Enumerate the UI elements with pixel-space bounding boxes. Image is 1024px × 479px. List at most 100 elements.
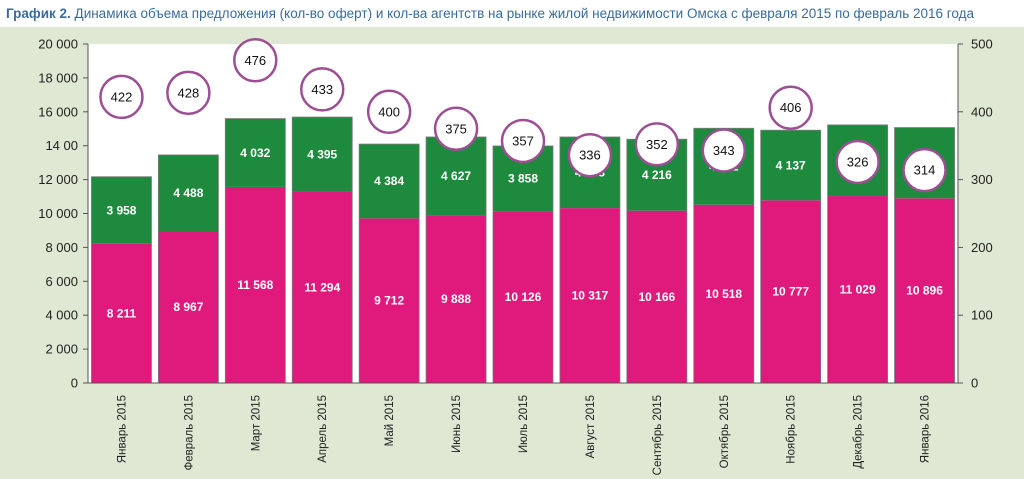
data-label-agencies: 326 bbox=[847, 154, 869, 169]
data-label-offers-bottom: 10 317 bbox=[572, 289, 609, 303]
y-left-tick-label: 10 000 bbox=[38, 206, 78, 221]
data-label-agencies: 352 bbox=[646, 137, 668, 152]
data-label-offers-bottom: 8 967 bbox=[173, 300, 203, 314]
data-label-agencies: 375 bbox=[445, 121, 467, 136]
chart-title: График 2. Динамика объема предложения (к… bbox=[6, 6, 1022, 21]
agencies-marker bbox=[634, 122, 680, 167]
bar-offers-top bbox=[225, 118, 286, 187]
agencies-marker bbox=[366, 89, 412, 135]
data-label-offers-bottom: 11 029 bbox=[840, 283, 876, 297]
data-label-agencies: 428 bbox=[178, 85, 200, 100]
data-label-offers-bottom: 10 777 bbox=[772, 285, 809, 299]
data-label-offers-bottom: 11 568 bbox=[237, 278, 273, 292]
chart-title-text: Динамика объема предложения (кол-во офер… bbox=[74, 6, 975, 21]
agencies-marker bbox=[835, 139, 880, 185]
bar-offers-top bbox=[158, 154, 219, 232]
agencies-marker bbox=[166, 70, 211, 116]
data-label-offers-top: 4 395 bbox=[307, 147, 337, 161]
bar-offers-bottom bbox=[493, 211, 553, 383]
x-tick-label: Октябрь 2015 bbox=[719, 395, 731, 468]
bar-offers-top bbox=[91, 176, 152, 244]
x-tick-label: Декабрь 2015 bbox=[853, 395, 865, 469]
chart-title-prefix: График 2. bbox=[6, 6, 71, 21]
data-label-offers-top: 4 137 bbox=[776, 158, 806, 172]
data-label-offers-top: 4 627 bbox=[441, 169, 471, 183]
data-label-offers-top: 4 216 bbox=[642, 168, 672, 182]
bar-offers-top bbox=[760, 130, 821, 201]
y-left-tick-label: 4 000 bbox=[45, 308, 78, 323]
bar-offers-bottom bbox=[626, 210, 687, 383]
y-left-tick-label: 16 000 bbox=[38, 104, 78, 119]
y-right-tick-label: 500 bbox=[971, 37, 993, 52]
data-label-agencies: 400 bbox=[378, 104, 400, 119]
data-label-agencies: 357 bbox=[512, 133, 534, 148]
bar-offers-bottom bbox=[894, 198, 955, 383]
offers-agencies-chart: 0 2 000 4 000 6 000 8 000 10 000 12 000 14 00 16… bbox=[38, 37, 993, 476]
bar-offers-bottom bbox=[827, 196, 888, 383]
data-label-agencies: 433 bbox=[311, 82, 333, 97]
x-tick-label: Май 2015 bbox=[384, 395, 396, 446]
data-label-agencies: 422 bbox=[111, 89, 133, 104]
y-right-tick-label: 0 bbox=[971, 376, 978, 391]
y-right-tick-label: 100 bbox=[971, 308, 993, 323]
data-label-offers-top: 3 958 bbox=[106, 203, 136, 217]
bar-offers-top bbox=[292, 117, 353, 192]
data-label-offers-top: 4 032 bbox=[240, 146, 270, 160]
y-left-tick-label: 6 000 bbox=[45, 274, 78, 289]
x-tick-label: Апрель 2015 bbox=[317, 395, 329, 463]
x-tick-label: Июль 2015 bbox=[518, 395, 530, 453]
agencies-marker bbox=[500, 118, 546, 164]
data-label-offers-top: 3 858 bbox=[508, 172, 538, 186]
agencies-marker bbox=[299, 67, 345, 112]
data-label-offers-bottom: 10 166 bbox=[638, 290, 675, 304]
data-label-agencies: 343 bbox=[713, 143, 735, 158]
bar-offers-bottom bbox=[760, 200, 821, 383]
agencies-marker bbox=[768, 85, 813, 130]
y-left-tick-label: 20 000 bbox=[38, 37, 78, 52]
y-left-tick-label: 18 000 bbox=[38, 70, 78, 85]
bar-offers-bottom bbox=[693, 204, 754, 383]
x-tick-label: Январь 2016 bbox=[920, 395, 932, 463]
data-label-offers-bottom: 9 888 bbox=[441, 292, 471, 306]
agencies-marker bbox=[902, 147, 947, 193]
bar-offers-bottom bbox=[359, 218, 420, 383]
y-left-tick-label: 14 00 bbox=[45, 138, 78, 153]
bar-offers-top bbox=[359, 144, 420, 219]
y-right-tick-label: 200 bbox=[971, 240, 993, 255]
data-label-agencies: 336 bbox=[579, 148, 601, 163]
data-label-agencies: 314 bbox=[914, 163, 936, 178]
data-label-offers-bottom: 11 294 bbox=[304, 280, 340, 294]
bar-offers-bottom bbox=[158, 231, 219, 383]
bar-offers-bottom bbox=[292, 191, 353, 383]
data-label-offers-bottom: 10 896 bbox=[906, 284, 943, 298]
data-label-offers-bottom: 10 126 bbox=[505, 290, 542, 304]
x-tick-label: Март 2015 bbox=[250, 395, 262, 451]
data-label-offers-top: 4 488 bbox=[173, 186, 203, 200]
y-left-tick-label: 8 000 bbox=[45, 240, 78, 255]
x-tick-label: Сентябрь 2015 bbox=[652, 395, 664, 475]
x-tick-label: Июнь 2015 bbox=[451, 395, 463, 453]
data-label-offers-bottom: 8 211 bbox=[107, 306, 137, 320]
agencies-marker bbox=[433, 106, 479, 151]
y-left-tick-label: 0 bbox=[71, 376, 78, 391]
bar-offers-bottom bbox=[426, 215, 487, 383]
agencies-marker bbox=[567, 132, 613, 178]
y-left-tick-label: 12 000 bbox=[38, 172, 78, 187]
chart-panel: 0 2 000 4 000 6 000 8 000 10 000 12 000 14 00 16… bbox=[0, 27, 1024, 479]
bar-offers-bottom bbox=[91, 243, 152, 383]
x-tick-label: Январь 2015 bbox=[116, 395, 128, 463]
data-label-offers-top: 4 384 bbox=[374, 174, 404, 188]
agencies-marker bbox=[99, 74, 144, 120]
agencies-marker bbox=[233, 38, 278, 83]
bar-offers-bottom bbox=[225, 186, 286, 383]
data-label-agencies: 406 bbox=[780, 100, 802, 115]
data-label-offers-bottom: 9 712 bbox=[374, 294, 404, 308]
x-tick-label: Ноябрь 2015 bbox=[786, 395, 798, 464]
bar-offers-bottom bbox=[559, 208, 620, 383]
data-label-offers-bottom: 10 518 bbox=[705, 287, 742, 301]
x-tick-label: Август 2015 bbox=[585, 395, 597, 458]
y-left-tick-label: 2 000 bbox=[45, 342, 78, 357]
x-tick-label: Февраль 2015 bbox=[183, 395, 195, 471]
agencies-marker bbox=[701, 128, 747, 173]
y-right-tick-label: 400 bbox=[971, 104, 993, 119]
